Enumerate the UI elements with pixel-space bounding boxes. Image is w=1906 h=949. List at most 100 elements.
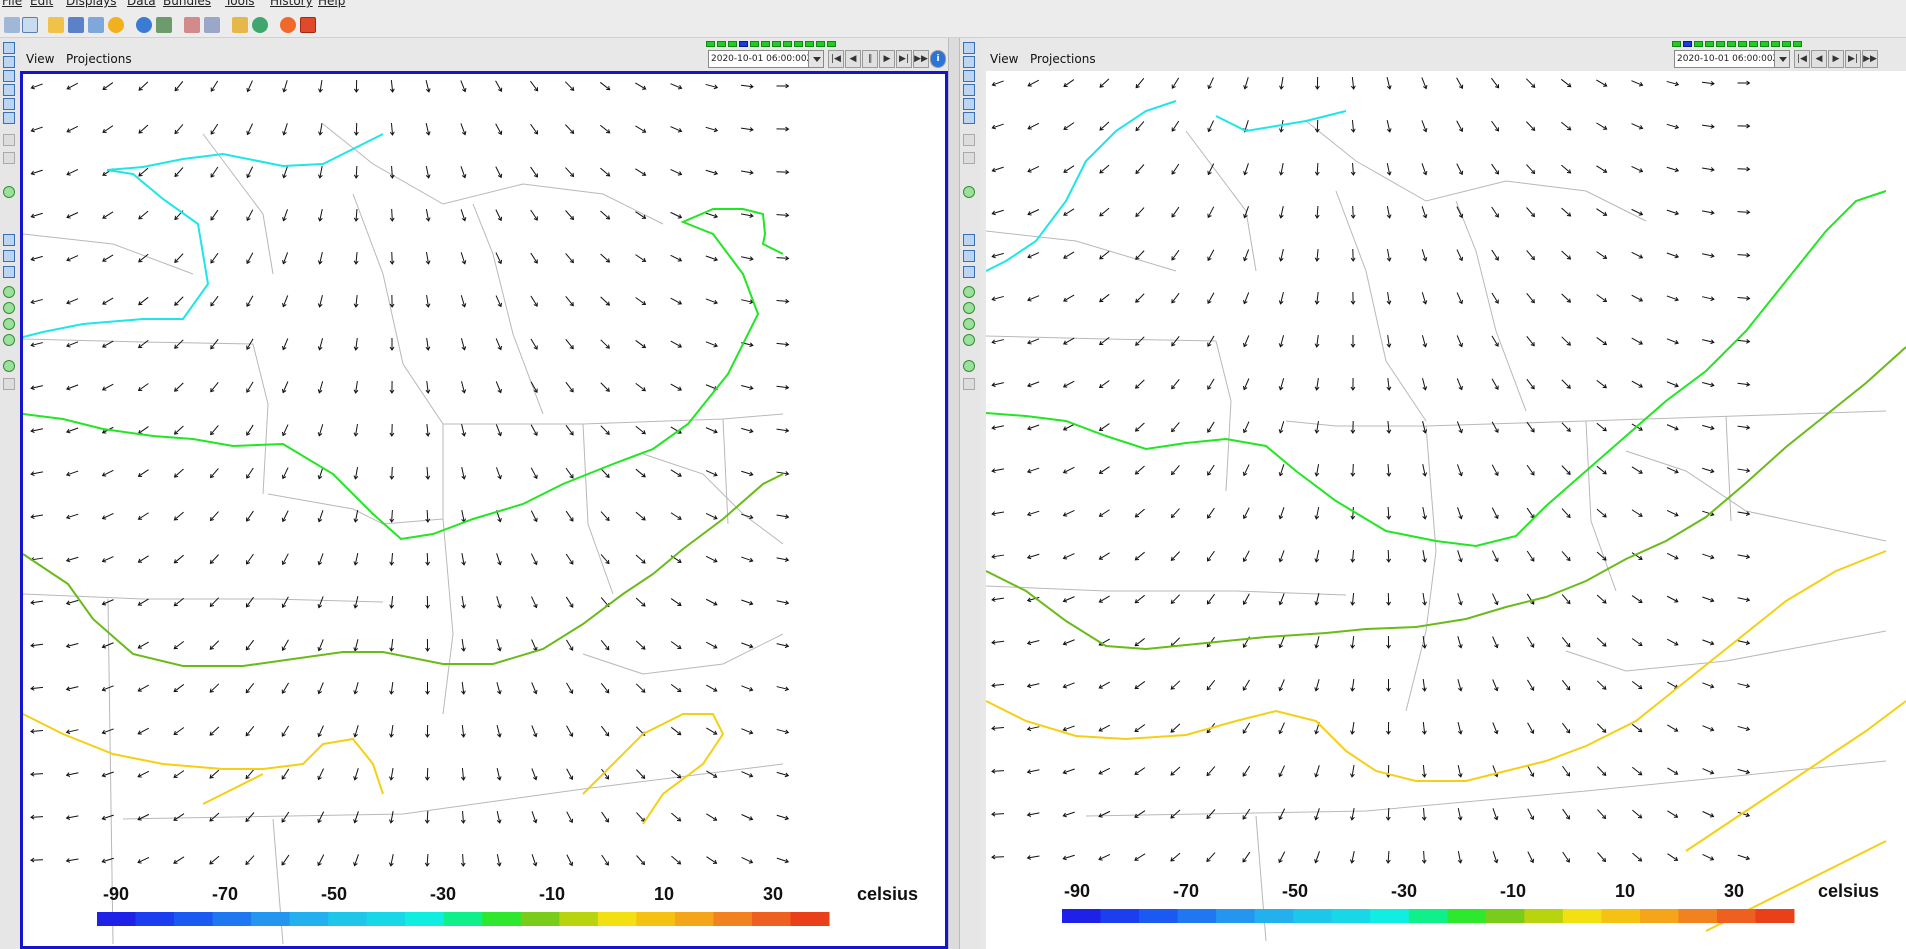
map-view-right[interactable]: -90 -70 -50 -30 -10 10 30 celsius (986, 71, 1906, 949)
open-folder-icon[interactable] (48, 17, 64, 33)
home-icon[interactable] (963, 266, 975, 278)
map-canvas-left[interactable] (23, 74, 945, 946)
zoom-in-icon[interactable] (963, 234, 975, 246)
view-north-icon[interactable] (3, 70, 15, 82)
step-forward-button[interactable]: ▶| (896, 50, 912, 68)
wind-barb (461, 381, 467, 394)
zoom-out-icon[interactable] (963, 250, 975, 262)
view-west-icon[interactable] (3, 112, 15, 124)
wind-barb (1349, 851, 1355, 864)
menu-bundles[interactable]: Bundles (163, 0, 212, 8)
reset-icon[interactable] (3, 186, 15, 198)
wind-barb (101, 512, 114, 520)
projections-menu[interactable]: Projections (1030, 52, 1096, 66)
pan-down-icon[interactable] (963, 334, 975, 346)
remove-displays-icon[interactable] (156, 17, 172, 33)
perspective-icon[interactable] (3, 134, 15, 146)
wind-barb (30, 212, 43, 219)
step-forward-button[interactable]: ▶| (1845, 50, 1861, 68)
pan-up-icon[interactable] (963, 318, 975, 330)
map-canvas-right[interactable] (986, 71, 1906, 949)
view-menu[interactable]: View (990, 52, 1019, 66)
step-back-button[interactable]: ◀ (845, 50, 861, 68)
time-dropdown-button[interactable] (808, 50, 824, 68)
menu-file[interactable]: File (2, 0, 23, 8)
wind-barb (1596, 422, 1607, 432)
play-button[interactable]: ▶ (1828, 50, 1844, 68)
wind-barb (209, 769, 220, 779)
stop-icon[interactable] (280, 17, 296, 33)
view-west-icon[interactable] (963, 112, 975, 124)
wind-barb (1561, 465, 1571, 476)
pan-left-icon[interactable] (3, 286, 15, 298)
view-east-icon[interactable] (3, 98, 15, 110)
view-north-icon[interactable] (963, 70, 975, 82)
last-frame-button[interactable]: ▶▶ (1862, 50, 1878, 68)
view-3d-icon[interactable] (963, 42, 975, 54)
clear-data-icon[interactable] (184, 17, 200, 33)
split-divider[interactable] (948, 38, 960, 949)
redo-icon[interactable] (963, 378, 975, 390)
animation-info-icon[interactable]: i (930, 50, 946, 68)
wind-barb (1134, 681, 1146, 690)
play-button[interactable]: ▶ (879, 50, 895, 68)
favorite-star-icon[interactable] (108, 17, 124, 33)
data-chooser-icon[interactable] (4, 17, 20, 33)
rotate-icon[interactable] (3, 152, 15, 164)
save-icon[interactable] (68, 17, 84, 33)
time-dropdown-button[interactable] (1774, 50, 1790, 68)
undo-icon[interactable] (3, 360, 15, 372)
new-window-icon[interactable] (22, 17, 38, 33)
menu-help[interactable]: Help (318, 0, 346, 8)
view-top-icon[interactable] (3, 56, 15, 68)
view-south-icon[interactable] (3, 84, 15, 96)
close-icon[interactable] (300, 17, 316, 33)
view-top-icon[interactable] (963, 56, 975, 68)
pencil-icon[interactable] (232, 17, 248, 33)
view-south-icon[interactable] (963, 84, 975, 96)
scissors-icon[interactable] (204, 17, 220, 33)
pan-right-icon[interactable] (963, 302, 975, 314)
view-3d-icon[interactable] (3, 42, 15, 54)
wind-barb (137, 469, 149, 477)
time-selector[interactable]: 2020-10-01 06:00:00Z (1674, 50, 1782, 68)
zoom-out-icon[interactable] (3, 250, 15, 262)
save-as-icon[interactable] (88, 17, 104, 33)
wind-barb (353, 768, 359, 781)
wind-barb (1278, 808, 1286, 821)
last-frame-button[interactable]: ▶▶ (913, 50, 929, 68)
wind-barb (65, 643, 79, 649)
wind-barb (1242, 722, 1251, 734)
wind-barb (496, 639, 502, 652)
wind-barb (1596, 165, 1608, 173)
first-frame-button[interactable]: |◀ (828, 50, 844, 68)
projections-menu[interactable]: Projections (66, 52, 132, 66)
pause-button[interactable]: ∥ (862, 50, 878, 68)
menu-tools[interactable]: Tools (225, 0, 255, 8)
zoom-in-icon[interactable] (3, 234, 15, 246)
menu-history[interactable]: History (270, 0, 313, 8)
pan-right-icon[interactable] (3, 302, 15, 314)
perspective-icon[interactable] (963, 134, 975, 146)
pan-up-icon[interactable] (3, 318, 15, 330)
pan-left-icon[interactable] (963, 286, 975, 298)
pan-down-icon[interactable] (3, 334, 15, 346)
redo-icon[interactable] (3, 378, 15, 390)
home-icon[interactable] (3, 266, 15, 278)
map-view-left[interactable]: -90 -70 -50 -30 -10 10 30 celsius (20, 71, 948, 949)
menu-data[interactable]: Data (127, 0, 156, 8)
time-selector[interactable]: 2020-10-01 06:00:00Z (708, 50, 816, 68)
globe-icon[interactable] (252, 17, 268, 33)
view-menu[interactable]: View (26, 52, 55, 66)
rotate-icon[interactable] (963, 152, 975, 164)
help-icon[interactable] (136, 17, 152, 33)
wind-barb (1386, 721, 1391, 735)
reset-icon[interactable] (963, 186, 975, 198)
first-frame-button[interactable]: |◀ (1794, 50, 1810, 68)
menu-displays[interactable]: Displays (66, 0, 117, 8)
step-back-button[interactable]: ◀ (1811, 50, 1827, 68)
wind-barb (281, 768, 290, 780)
menu-edit[interactable]: Edit (30, 0, 54, 8)
undo-icon[interactable] (963, 360, 975, 372)
view-east-icon[interactable] (963, 98, 975, 110)
